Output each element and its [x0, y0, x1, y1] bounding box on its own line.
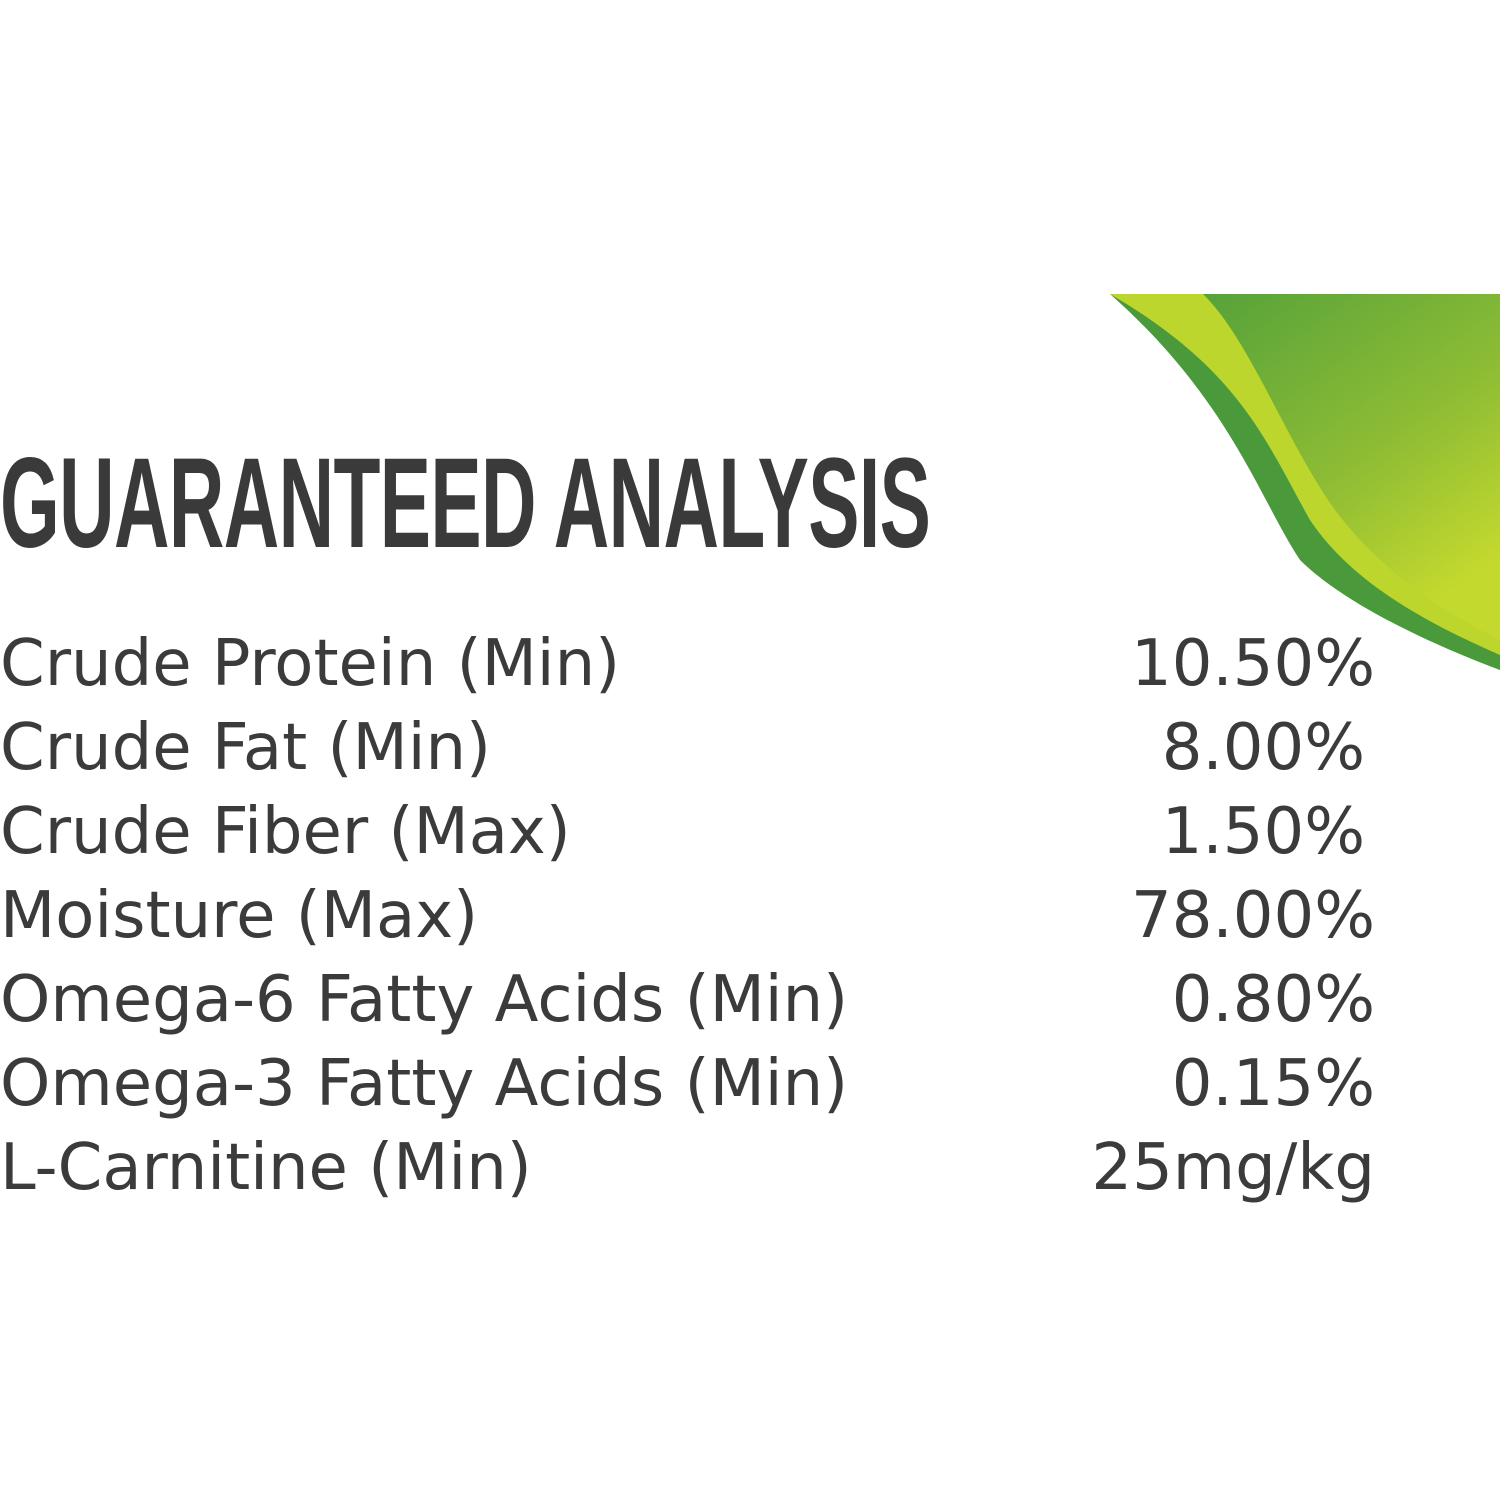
table-row: Crude Fat (Min) 8.00%	[0, 706, 1375, 790]
row-value: 0.80%	[1171, 963, 1375, 1037]
row-label: Moisture (Max)	[0, 879, 479, 953]
row-label: Crude Fiber (Max)	[0, 795, 571, 869]
row-value: 25mg/kg	[1091, 1131, 1375, 1205]
row-value: 1.50%	[1161, 795, 1365, 869]
row-value: 78.00%	[1130, 879, 1375, 953]
row-value: 0.15%	[1171, 1047, 1375, 1121]
table-row: L-Carnitine (Min) 25mg/kg	[0, 1126, 1375, 1210]
page-title: GUARANTEED ANALYSIS	[0, 432, 931, 575]
row-label: Crude Fat (Min)	[0, 711, 491, 785]
row-value: 10.50%	[1130, 627, 1375, 701]
table-row: Crude Fiber (Max) 1.50%	[0, 790, 1375, 874]
leaf-main	[1203, 294, 1500, 640]
table-row: Omega-6 Fatty Acids (Min) 0.80%	[0, 958, 1375, 1042]
table-row: Crude Protein (Min) 10.50%	[0, 622, 1375, 706]
table-row: Moisture (Max) 78.00%	[0, 874, 1375, 958]
row-value: 8.00%	[1161, 711, 1365, 785]
row-label: L-Carnitine (Min)	[0, 1131, 532, 1205]
row-label: Crude Protein (Min)	[0, 627, 621, 701]
row-label: Omega-3 Fatty Acids (Min)	[0, 1047, 849, 1121]
row-label: Omega-6 Fatty Acids (Min)	[0, 963, 849, 1037]
table-row: Omega-3 Fatty Acids (Min) 0.15%	[0, 1042, 1375, 1126]
